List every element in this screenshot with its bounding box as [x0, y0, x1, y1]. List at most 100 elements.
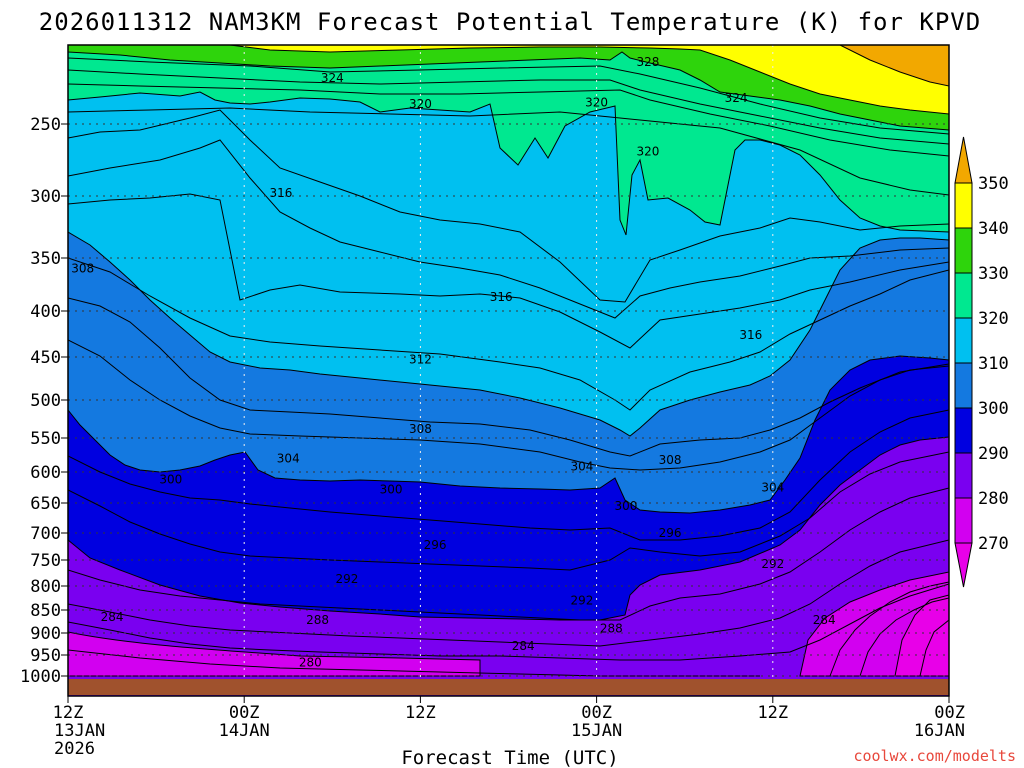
- colorbar-swatch: [954, 227, 973, 274]
- contour-label: 304: [761, 481, 784, 495]
- contour-label: 300: [159, 472, 182, 486]
- y-tick-label: 800: [30, 577, 61, 597]
- band-330-340: [68, 45, 949, 131]
- y-tick-label: 650: [30, 494, 61, 514]
- contour-line: [68, 297, 949, 457]
- contour-label: 308: [71, 262, 94, 276]
- y-tick-label: 450: [30, 348, 61, 368]
- contour-label: 308: [659, 453, 682, 467]
- contour-line: [68, 107, 949, 196]
- contour-label: 304: [277, 451, 300, 465]
- credit-link[interactable]: coolwx.com/modelts: [853, 747, 1016, 765]
- contour-label: 288: [600, 621, 623, 635]
- band-below-270: [894, 594, 949, 677]
- colorbar: 350 340 330 320 310 300 290 280 270: [954, 136, 1009, 588]
- contour-label: 320: [409, 97, 432, 111]
- contour-label: 280: [299, 656, 322, 670]
- colorbar-top-arrow: [954, 136, 973, 184]
- filled-contours: [68, 45, 949, 696]
- y-tick-label: 950: [30, 646, 61, 666]
- chart-title: 2026011312 NAM3KM Forecast Potential Tem…: [39, 8, 981, 36]
- contour-label: 320: [637, 144, 660, 158]
- contour-label: 292: [761, 557, 784, 571]
- colorbar-label: 280: [978, 489, 1009, 509]
- colorbar-swatch: [954, 407, 973, 454]
- contour-line: [68, 339, 949, 471]
- y-tick-label: 600: [30, 463, 61, 483]
- colorbar-swatch: [954, 182, 973, 229]
- band-270-280: [68, 571, 949, 677]
- contour-line: [68, 193, 949, 349]
- colorbar-label: 310: [978, 354, 1009, 374]
- contour-label: 324: [725, 91, 748, 105]
- y-tick-label: 400: [30, 302, 61, 322]
- colorbar-label: 290: [978, 444, 1009, 464]
- contour-label: 292: [336, 572, 359, 586]
- y-tick-label: 300: [30, 187, 61, 207]
- contour-label: 320: [585, 95, 608, 109]
- contour-labels: 328 324 324 320 320 320 316 316 316 312 308 308 308 3…: [71, 55, 835, 669]
- y-axis: 250 300 350 400 450 500 550 600 650 700 750 800 850 9…: [20, 115, 68, 687]
- y-tick-label: 350: [30, 249, 61, 269]
- y-tick-label: 500: [30, 391, 61, 411]
- x-tick-year: 2026: [54, 739, 95, 759]
- contour-line: [68, 649, 760, 677]
- colorbar-label: 340: [978, 219, 1009, 239]
- contour-line: [68, 57, 949, 135]
- contour-label: 296: [424, 538, 447, 552]
- contour-label: 316: [490, 290, 513, 304]
- contour-line: [68, 139, 949, 319]
- x-tick-date: 16JAN: [914, 721, 965, 741]
- contour-line: [68, 583, 949, 661]
- contour-label: 316: [739, 328, 762, 342]
- colorbar-label: 350: [978, 174, 1009, 194]
- contour-label: 312: [409, 353, 432, 367]
- contour-label: 292: [570, 593, 593, 607]
- y-tick-label: 250: [30, 115, 61, 135]
- contour-line: [68, 409, 949, 541]
- contour-label: 328: [637, 55, 660, 69]
- colorbar-label: 330: [978, 264, 1009, 284]
- contour-line: [919, 619, 949, 677]
- contour-line: [68, 257, 949, 411]
- contour-label: 284: [512, 639, 535, 653]
- plot-frame: [67, 44, 950, 697]
- contour-label: 308: [409, 422, 432, 436]
- x-tick-label: 12Z: [757, 703, 788, 723]
- x-tick-date: 15JAN: [571, 721, 622, 741]
- contour-label: 284: [101, 610, 124, 624]
- colorbar-label: 300: [978, 399, 1009, 419]
- contour-line: [859, 597, 949, 677]
- colorbar-bottom-arrow: [954, 542, 973, 588]
- x-axis-label: Forecast Time (UTC): [401, 747, 618, 768]
- band-350-plus: [839, 45, 949, 87]
- contour-lines: [68, 57, 949, 677]
- x-tick-label: 00Z: [229, 703, 260, 723]
- contour-label: 300: [615, 499, 638, 513]
- contour-label: 316: [269, 186, 292, 200]
- contour-line: [68, 83, 949, 157]
- contour-label: 300: [380, 482, 403, 496]
- x-tick-label: 00Z: [934, 703, 965, 723]
- contour-label: 296: [659, 526, 682, 540]
- contour-label: 284: [813, 613, 836, 627]
- contour-line: [68, 69, 949, 145]
- x-tick-label: 12Z: [405, 703, 436, 723]
- colorbar-swatch: [954, 317, 973, 364]
- y-tick-label: 750: [30, 551, 61, 571]
- colorbar-label: 270: [978, 534, 1009, 554]
- y-tick-label: 700: [30, 524, 61, 544]
- contour-line: [68, 539, 949, 647]
- colorbar-swatch: [954, 497, 973, 544]
- contour-line: [68, 109, 949, 303]
- contour-label: 324: [321, 71, 344, 85]
- contour-label: 288: [306, 613, 329, 627]
- x-tick-date: 14JAN: [219, 721, 270, 741]
- contour-label: 304: [570, 460, 593, 474]
- y-tick-label: 900: [30, 624, 61, 644]
- colorbar-label: 320: [978, 309, 1009, 329]
- y-tick-label: 850: [30, 601, 61, 621]
- colorbar-swatch: [954, 452, 973, 499]
